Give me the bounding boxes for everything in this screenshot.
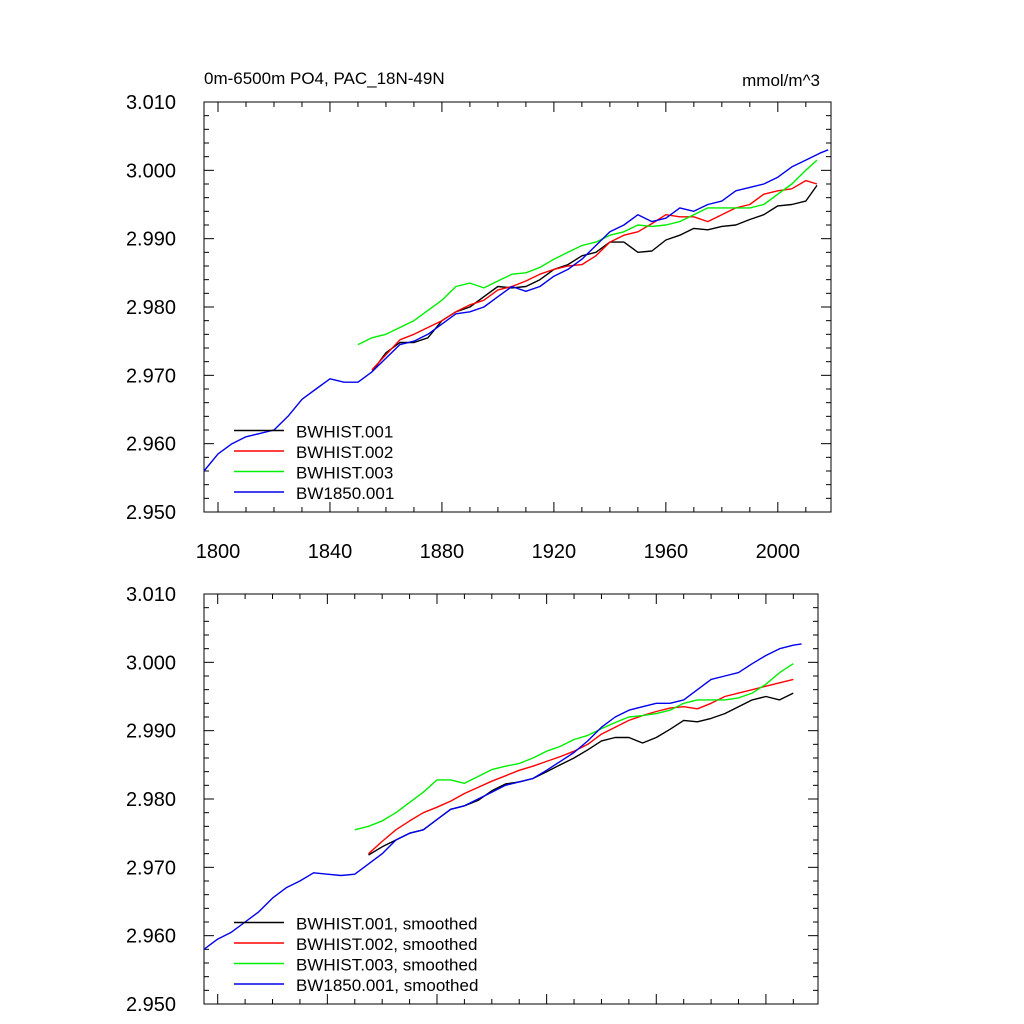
top-xtick-label: 1960: [644, 541, 689, 563]
bottom-ytick-label: 2.950: [126, 994, 176, 1016]
top-ytick-label: 3.000: [126, 160, 176, 182]
top-xtick-label: 2000: [756, 541, 801, 563]
top-legend-label-2: BWHIST.002: [296, 443, 393, 462]
bottom-legend-label-3: BWHIST.003, smoothed: [296, 956, 477, 975]
top-ytick-label: 2.990: [126, 229, 176, 251]
bottom-ytick-label: 2.980: [126, 789, 176, 811]
bottom-ytick-label: 3.010: [126, 584, 176, 606]
top-series-line-3: [357, 159, 818, 346]
top-xtick-label: 1920: [532, 541, 577, 563]
top-ytick-label: 2.970: [126, 365, 176, 387]
bottom-series-line-3: [354, 663, 794, 831]
top-chart: 0m-6500m PO4, PAC_18N-49N mmol/m^3 2.950…: [126, 69, 832, 563]
bottom-plot-area: 2.950 2.960 2.970 2.980 2.990 3.000 3.010 BWHIS…: [126, 584, 819, 1016]
bottom-ytick-label: 3.000: [126, 652, 176, 674]
bottom-legend-label-1: BWHIST.001, smoothed: [296, 915, 477, 934]
top-chart-units: mmol/m^3: [742, 71, 820, 90]
top-ytick-label: 2.950: [126, 502, 176, 524]
top-plot-area: 2.950 2.960 2.970 2.980 2.990 3.000 3.010 1800 1…: [126, 92, 832, 563]
bottom-series-line-2: [368, 678, 794, 855]
top-ytick-label: 3.010: [126, 92, 176, 114]
top-series-line-4: [203, 149, 829, 472]
bottom-chart: 2.950 2.960 2.970 2.980 2.990 3.000 3.010 BWHIS…: [126, 584, 819, 1016]
top-legend-label-4: BW1850.001: [296, 484, 394, 503]
bottom-legend-label-4: BW1850.001, smoothed: [296, 976, 478, 995]
bottom-ytick-label: 2.960: [126, 926, 176, 948]
top-chart-title: 0m-6500m PO4, PAC_18N-49N: [204, 69, 445, 88]
bottom-series-line-4: [203, 643, 802, 950]
bottom-legend-label-2: BWHIST.002, smoothed: [296, 935, 477, 954]
top-ytick-label: 2.960: [126, 434, 176, 456]
top-xtick-label: 1880: [420, 541, 465, 563]
top-ytick-label: 2.980: [126, 297, 176, 319]
top-legend-label-3: BWHIST.003: [296, 464, 393, 483]
bottom-ytick-label: 2.990: [126, 721, 176, 743]
top-xtick-label: 1800: [196, 541, 241, 563]
top-xtick-label: 1840: [308, 541, 353, 563]
bottom-ytick-label: 2.970: [126, 857, 176, 879]
top-series-line-2: [371, 179, 818, 371]
top-legend-label-1: BWHIST.001: [296, 423, 393, 442]
